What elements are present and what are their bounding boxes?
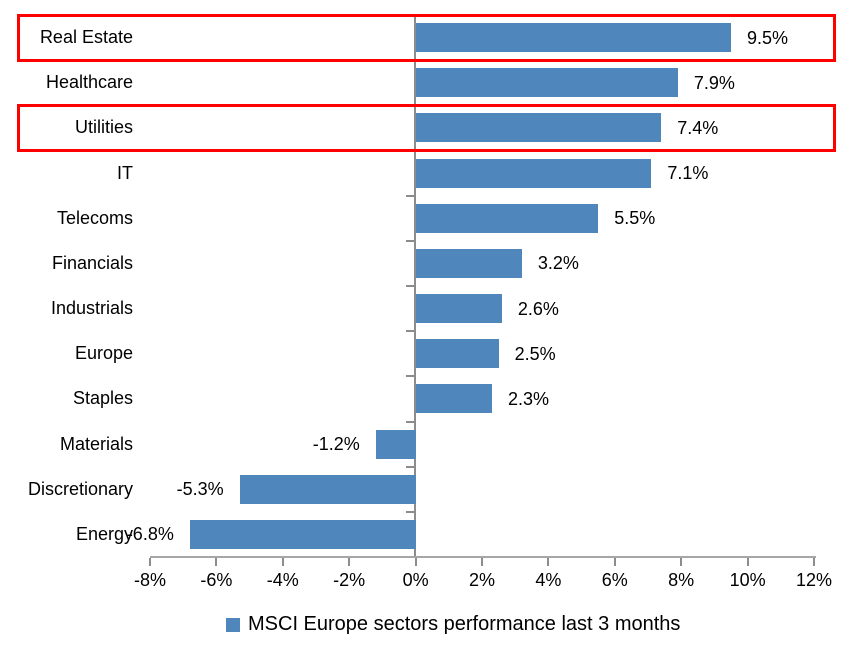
category-axis-tick [405,330,414,333]
bar-utilities [415,113,662,143]
category-label-healthcare: Healthcare [45,72,133,93]
highlight-box-utilities [17,103,836,152]
value-label-discretionary: -5.3% [176,479,224,500]
value-label-europe: 2.5% [514,343,556,364]
value-axis-tick [547,558,550,566]
legend-series-label: MSCI Europe sectors performance last 3 m… [248,613,681,635]
value-axis-tick-label: -4% [266,570,299,590]
value-axis-tick-label: 12% [795,570,833,590]
category-axis-tick [405,285,414,287]
bar-healthcare [415,68,678,98]
value-label-utilities: 7.4% [677,117,719,138]
category-label-discretionary: Discretionary [27,478,133,499]
bar-discretionary [239,474,416,504]
category-axis-tick [405,375,414,378]
category-axis-tick [405,194,414,197]
value-axis-tick-label: 6% [601,570,628,590]
value-label-healthcare: 7.9% [693,72,735,93]
bar-industrials [415,294,502,324]
highlight-box-real-estate [17,13,836,62]
value-axis-tick-label: 2% [468,570,495,590]
category-label-telecoms: Telecoms [56,207,133,228]
value-label-it: 7.1% [667,163,709,184]
category-label-europe: Europe [74,343,133,364]
category-label-staples: Staples [72,388,133,409]
bar-real-estate [415,23,731,53]
bar-materials [375,429,416,459]
bar-staples [415,384,492,414]
value-axis-tick-label: -6% [200,570,233,590]
legend: MSCI Europe sectors performance last 3 m… [226,613,680,636]
category-label-financials: Financials [51,252,133,273]
value-axis-tick [414,558,417,566]
value-axis-tick [149,558,151,566]
value-axis-tick [680,558,683,566]
category-axis-tick [405,420,414,423]
bar-it [415,158,652,188]
category-axis-tick [405,239,414,242]
category-label-it: IT [117,162,133,183]
value-axis-tick-label: -8% [133,570,166,590]
value-axis-tick [348,558,351,566]
value-label-energy: -6.8% [126,524,174,545]
value-label-staples: 2.3% [507,388,549,409]
value-label-materials: -1.2% [312,434,360,455]
value-axis-tick [215,558,218,566]
bar-telecoms [415,203,599,233]
value-axis-tick-label: 10% [729,570,766,590]
value-axis-line [413,15,416,557]
value-axis-tick-label: 0% [402,570,429,590]
category-label-materials: Materials [59,433,133,454]
value-axis-tick [746,558,749,566]
bar-europe [415,339,499,369]
legend-series-marker-icon [226,617,240,632]
value-axis-tick-label: 4% [535,570,562,590]
value-label-real-estate: 9.5% [747,27,789,48]
category-label-utilities: Utilities [74,117,133,138]
value-axis-tick [613,558,616,566]
category-label-energy: Energy [75,523,133,544]
bar-energy [189,519,416,549]
category-label-real-estate: Real Estate [39,27,133,48]
category-label-industrials: Industrials [50,298,133,319]
category-axis-tick [405,465,414,468]
value-axis-tick [481,558,483,566]
category-axis-line [150,556,816,558]
value-axis-tick [813,558,815,566]
value-axis-tick [281,558,284,566]
value-label-telecoms: 5.5% [614,208,656,229]
value-axis-tick-label: -2% [333,570,366,590]
category-axis-tick [405,510,414,513]
bar-financials [415,248,522,278]
value-label-financials: 3.2% [537,253,579,274]
value-axis-tick-label: 8% [668,570,695,590]
value-label-industrials: 2.6% [517,298,559,319]
